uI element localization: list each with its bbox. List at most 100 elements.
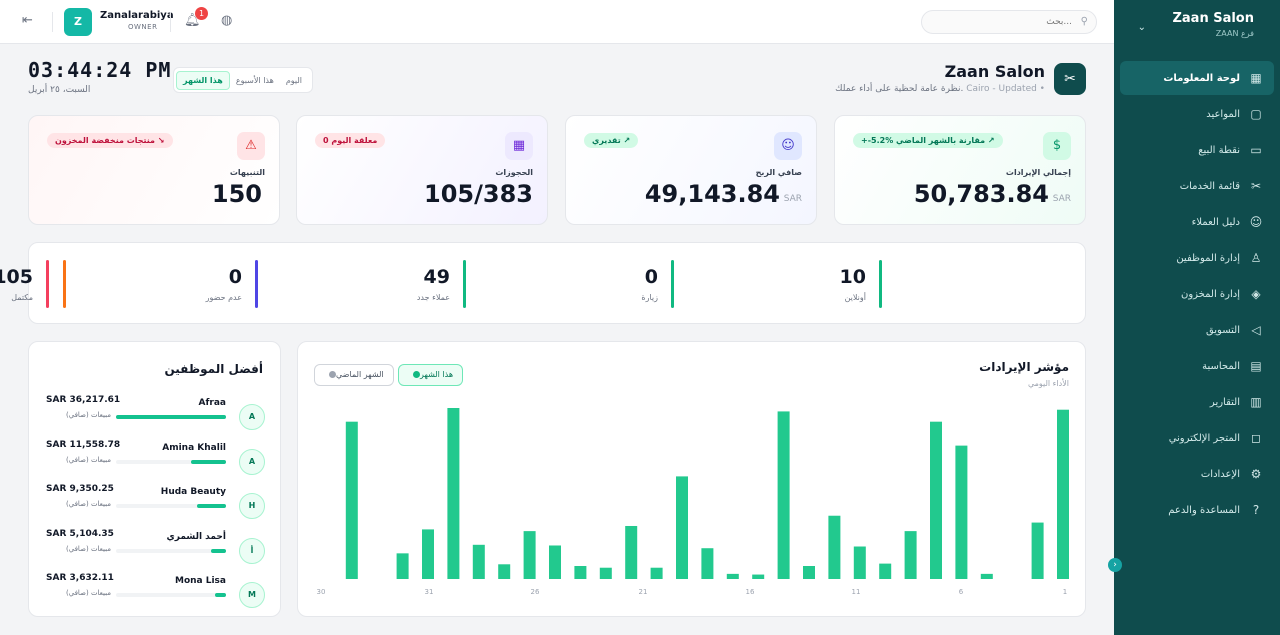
search-input[interactable] <box>932 14 1072 30</box>
employee-name: Huda Beauty <box>160 487 226 497</box>
top-employees-title: أفضل الموظفين <box>164 362 263 376</box>
collapse-sidebar-button[interactable]: › <box>1108 558 1122 572</box>
bar-day-1[interactable] <box>1057 409 1069 579</box>
legend-dot <box>329 371 336 378</box>
bar-day-20[interactable] <box>574 566 587 579</box>
bar-day-17[interactable] <box>650 567 663 579</box>
sidebar-item-label: إدارة الموظفين <box>1176 252 1240 264</box>
stat-item: 0 زيارة <box>474 260 674 308</box>
employee-row[interactable]: H Huda Beauty SAR 9,350.25 مبيعات (صافي) <box>29 484 282 528</box>
bar-day-21[interactable] <box>549 545 561 579</box>
stat-value: 0 <box>228 266 242 288</box>
sales-share-bar <box>116 593 226 597</box>
scissors-icon: ✂ <box>1250 179 1262 193</box>
shopping-bag-icon: ◻ <box>1251 431 1261 445</box>
bar-day-6[interactable] <box>930 421 942 579</box>
package-icon: ◈ <box>1251 287 1261 301</box>
globe-icon[interactable]: ◍ <box>221 13 233 28</box>
avatar[interactable]: Z <box>64 8 92 36</box>
warning-icon: ⚠ <box>237 132 265 160</box>
user-info[interactable]: Zanalarabiya OWNER <box>100 10 174 31</box>
bar-day-25[interactable] <box>447 408 460 579</box>
bar-day-24[interactable] <box>472 544 485 579</box>
clock: 03:44:24 PM <box>28 58 172 82</box>
bar-day-14[interactable] <box>726 573 739 579</box>
employee-row[interactable]: A Afraa SAR 36,217.61 مبيعات (صافي) <box>29 395 282 439</box>
stat-label: زيارة <box>641 293 658 302</box>
bar-day-12[interactable] <box>777 411 790 579</box>
profit-label: صافي الربح <box>755 168 802 177</box>
employee-row[interactable]: A Amina Khalil SAR 11,558.78 مبيعات (صافي) <box>29 440 282 484</box>
sidebar-item-8[interactable]: المحاسبة ▤ <box>1120 349 1274 383</box>
x-tick-label: 30 <box>317 588 326 596</box>
sidebar-item-0[interactable]: لوحة المعلومات ▦ <box>1120 61 1274 95</box>
bar-day-13[interactable] <box>752 574 765 579</box>
bar-day-16[interactable] <box>676 476 688 579</box>
bar-day-7[interactable] <box>904 531 917 579</box>
sales-caption: مبيعات (صافي) <box>66 455 112 464</box>
sidebar-item-10[interactable]: المتجر الإلكتروني ◻ <box>1120 421 1274 455</box>
sidebar-item-5[interactable]: إدارة الموظفين ♙ <box>1120 241 1274 275</box>
x-tick-label: 21 <box>639 588 648 596</box>
sidebar-item-7[interactable]: التسويق ◁ <box>1120 313 1274 347</box>
sidebar-item-4[interactable]: دليل العملاء ☺ <box>1120 205 1274 239</box>
bar-day-4[interactable] <box>980 573 993 579</box>
sidebar-item-label: المواعيد <box>1206 108 1240 120</box>
bar-day-18[interactable] <box>625 525 638 579</box>
logout-icon[interactable]: ⇤ <box>22 13 33 28</box>
stat-value: 105 <box>0 266 33 288</box>
bar-day-10[interactable] <box>828 515 841 579</box>
sidebar-item-9[interactable]: التقارير ▥ <box>1120 385 1274 419</box>
sidebar-item-6[interactable]: إدارة المخزون ◈ <box>1120 277 1274 311</box>
page-title: Zaan Salon <box>944 62 1045 81</box>
sidebar-item-label: نقطة البيع <box>1198 144 1240 156</box>
bar-day-29[interactable] <box>345 421 358 579</box>
bar-day-19[interactable] <box>599 567 612 579</box>
stat-value: 10 <box>839 266 866 288</box>
dashboard-icon: ▦ <box>1250 71 1262 85</box>
legend-this-month[interactable]: هذا الشهر <box>398 364 464 386</box>
legend-last-month[interactable]: الشهر الماضي <box>314 364 394 386</box>
divider <box>52 12 53 32</box>
period-month[interactable]: هذا الشهر <box>176 70 230 90</box>
low-stock-badge: منتجات منخفضة المخزون ↘ <box>47 133 173 148</box>
employee-row[interactable]: M Mona Lisa SAR 3,632.11 مبيعات (صافي) <box>29 573 282 617</box>
sidebar-item-11[interactable]: الإعدادات ⚙ <box>1120 457 1274 491</box>
sidebar-item-1[interactable]: المواعيد ▢ <box>1120 97 1274 131</box>
user-name: Zanalarabiya <box>100 10 174 21</box>
bar-day-23[interactable] <box>498 564 511 579</box>
bar-day-11[interactable] <box>803 566 815 579</box>
revenue-change-badge: +-5.2% مقارنة بالشهر الماضي ↗ <box>853 133 1003 148</box>
search-box[interactable]: ⚲ <box>921 10 1097 34</box>
bar-day-9[interactable] <box>853 546 866 579</box>
chart-subtitle: الأداء اليومي <box>1027 379 1069 388</box>
profit-value: 49,143.84 <box>644 180 780 208</box>
sales-caption: مبيعات (صافي) <box>66 500 112 508</box>
sidebar-item-3[interactable]: قائمة الخدمات ✂ <box>1120 169 1274 203</box>
sidebar-item-12[interactable]: المساعدة والدعم? <box>1120 493 1274 527</box>
stat-item: 10 أونلاين <box>682 260 882 308</box>
bar-day-26[interactable] <box>422 529 434 579</box>
bar-day-15[interactable] <box>701 548 714 579</box>
bar-day-2[interactable] <box>1031 522 1044 579</box>
chevron-down-icon[interactable]: ⌄ <box>1137 22 1146 33</box>
quick-stats: 10 أونلاين 0 زيارة 49 عملاء جدد 0 عدم حضور 105 مك… <box>0 242 1086 324</box>
profit-badge: تقديري ↗ <box>584 133 639 148</box>
bar-day-27[interactable] <box>396 553 409 579</box>
x-tick-label: 26 <box>531 588 540 596</box>
period-week[interactable]: هذا الأسبوع <box>235 75 274 85</box>
bar-day-8[interactable] <box>879 563 892 579</box>
employee-name: Amina Khalil <box>162 442 226 453</box>
stat-label: أونلاين <box>844 293 866 302</box>
sidebar: ⌄ Zaan Salon ZAAN فرع لوحة المعلومات ▦ الم… <box>1108 0 1280 635</box>
bar-day-22[interactable] <box>523 531 536 579</box>
bar-day-5[interactable] <box>955 445 968 579</box>
period-today[interactable]: اليوم <box>285 75 303 85</box>
stat-accent <box>671 260 674 308</box>
sales-share-fill <box>190 459 226 464</box>
bookings-card: ▦ 0 معلقة اليوم الحجوزات 105/383 <box>296 115 548 225</box>
employee-row[interactable]: أ أحمد الشمري SAR 5,104.35 مبيعات (صافي) <box>29 529 282 573</box>
sidebar-item-2[interactable]: نقطة البيع ▭ <box>1120 133 1274 167</box>
revenue-card: $ +-5.2% مقارنة بالشهر الماضي ↗ إجمالي ا… <box>834 115 1086 225</box>
branch-switcher[interactable]: Zaan Salon ZAAN فرع <box>1172 11 1254 38</box>
